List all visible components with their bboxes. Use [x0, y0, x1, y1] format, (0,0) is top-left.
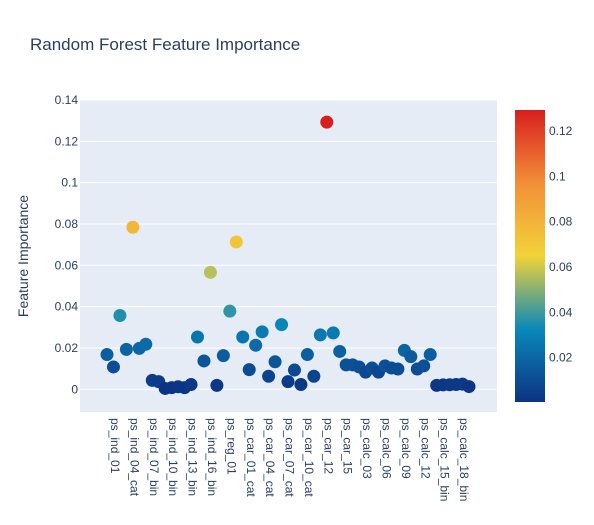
data-point [404, 350, 418, 364]
x-tick-label: ps_calc_03 [360, 418, 374, 479]
y-tick-label: 0.06 [55, 258, 79, 272]
data-point [255, 325, 269, 339]
x-tick-label: ps_car_15 [341, 418, 355, 474]
y-tick-label: 0.04 [55, 300, 79, 314]
data-point [216, 349, 230, 363]
x-axis-ticks: ps_ind_01 ps_ind_04_cat ps_ind_07_bin ps_in… [108, 418, 471, 501]
y-tick-label: 0.14 [55, 93, 79, 107]
data-point [184, 378, 198, 392]
data-point [275, 318, 289, 332]
colorbar-tick-label: 0.06 [549, 260, 573, 274]
plot-area [80, 100, 497, 412]
colorbar-tick-label: 0.1 [549, 169, 566, 183]
x-tick-label: ps_car_01_cat [244, 418, 258, 497]
data-point [242, 363, 256, 377]
y-tick-label: 0.02 [55, 341, 79, 355]
data-point [126, 220, 140, 234]
data-point [294, 378, 308, 392]
y-tick-label: 0.1 [61, 176, 78, 190]
x-tick-label: ps_calc_18_bin [457, 418, 471, 501]
data-point [139, 337, 153, 351]
x-tick-label: ps_ind_10_bin [166, 418, 180, 496]
x-tick-label: ps_ind_13_bin [186, 418, 200, 496]
x-tick-label: ps_ind_07_bin [147, 418, 161, 496]
data-point [307, 369, 321, 383]
data-point [249, 338, 263, 352]
x-tick-label: ps_calc_15_bin [438, 418, 452, 501]
data-point [113, 309, 127, 323]
y-tick-label: 0 [71, 382, 78, 396]
x-tick-label: ps_ind_04_cat [127, 418, 141, 497]
data-point [197, 354, 211, 368]
x-tick-label: ps_ind_01 [108, 418, 122, 474]
data-point [391, 362, 405, 376]
x-tick-label: ps_car_12 [321, 418, 335, 474]
y-axis-ticks: 0 0.02 0.04 0.06 0.08 0.1 0.12 0.14 [55, 93, 79, 396]
x-tick-label: ps_calc_06 [380, 418, 394, 479]
x-tick-label: ps_car_04_cat [263, 418, 277, 497]
colorbar: 0.02 0.04 0.06 0.08 0.1 0.12 [515, 110, 573, 402]
data-points [100, 115, 476, 395]
colorbar-tick-label: 0.04 [549, 305, 573, 319]
x-tick-label: ps_ind_16_bin [205, 418, 219, 496]
y-tick-label: 0.08 [55, 217, 79, 231]
data-point [333, 344, 347, 358]
data-point [119, 342, 133, 356]
data-point [262, 369, 276, 383]
data-point [417, 359, 431, 373]
data-point [326, 326, 340, 340]
data-point [320, 115, 334, 129]
data-point [191, 330, 204, 344]
data-point [236, 330, 250, 344]
data-point [210, 378, 224, 392]
data-point [287, 363, 301, 377]
data-point [313, 328, 327, 342]
x-tick-label: ps_reg_01 [224, 418, 238, 475]
data-point [423, 348, 437, 362]
data-point [268, 355, 282, 369]
y-tick-label: 0.12 [55, 134, 79, 148]
data-point [300, 348, 314, 362]
x-tick-label: ps_car_07_cat [283, 418, 297, 497]
y-axis-title: Feature Importance [15, 195, 31, 317]
x-tick-label: ps_calc_09 [399, 418, 413, 479]
colorbar-tick-label: 0.02 [549, 351, 573, 365]
colorbar-ticks: 0.02 0.04 0.06 0.08 0.1 0.12 [549, 124, 573, 365]
data-point [203, 265, 217, 279]
data-point [106, 360, 120, 374]
chart-title: Random Forest Feature Importance [30, 35, 300, 54]
data-point [223, 304, 237, 318]
x-tick-label: ps_calc_12 [418, 418, 432, 479]
data-point [100, 348, 114, 362]
data-point [281, 375, 295, 389]
colorbar-bar [515, 110, 545, 402]
colorbar-tick-label: 0.12 [549, 124, 573, 138]
data-point [229, 235, 243, 249]
x-tick-label: ps_car_10_cat [302, 418, 316, 497]
data-point [462, 380, 476, 394]
colorbar-tick-label: 0.08 [549, 215, 573, 229]
